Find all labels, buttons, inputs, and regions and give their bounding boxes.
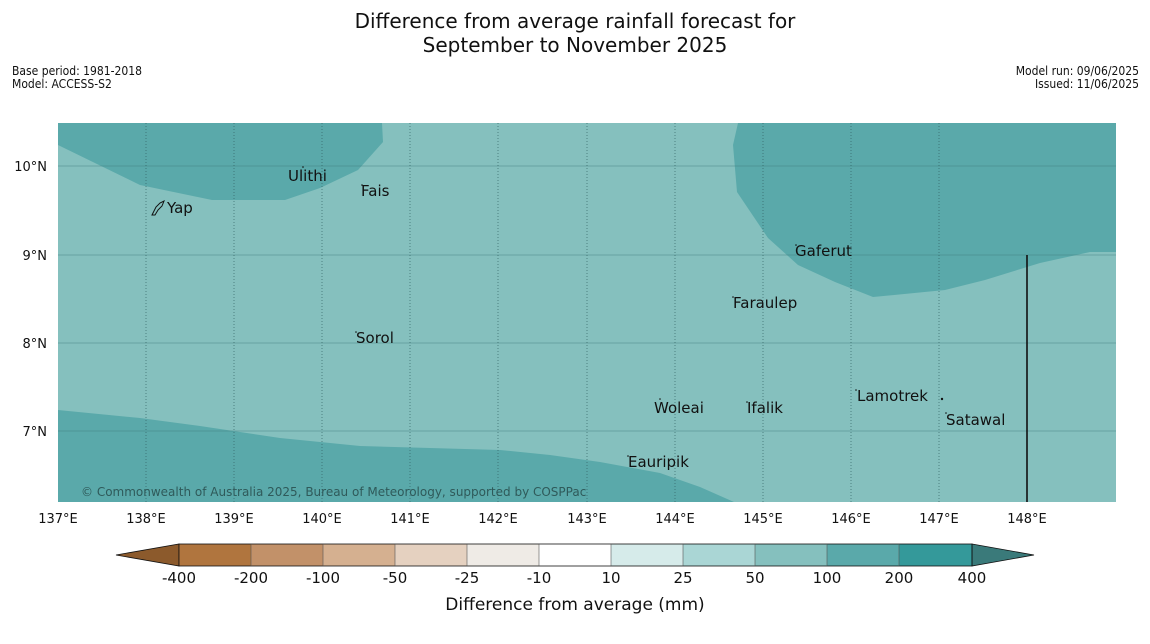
lon-gridlines [145, 123, 940, 502]
issued-date: Issued: 11/06/2025 [1034, 77, 1139, 91]
base-period: Base period: 1981-2018 [12, 64, 143, 78]
place-eauripik: Eauripik [628, 453, 689, 471]
colorbar-swatch-8 [683, 544, 755, 566]
lon-label-142e: 142°E [478, 512, 518, 527]
copyright-notice: © Commonwealth of Australia 2025, Bureau… [81, 485, 586, 499]
title-line-1: Difference from average rainfall forecas… [354, 9, 796, 33]
lat-label-8n: 8°N [23, 337, 48, 352]
colorbar-swatch-10 [827, 544, 899, 566]
place-lamotrek: Lamotrek [857, 387, 928, 405]
lon-label-140e: 140°E [302, 512, 342, 527]
lat-label-9n: 9°N [23, 249, 48, 264]
place-fais: Fais [361, 182, 390, 200]
colorbar-label: 400 [958, 569, 987, 587]
model-run: Model run: 09/06/2025 [1015, 64, 1139, 78]
region-100-200mm-northwest [58, 123, 383, 200]
yap-island-shape [151, 199, 165, 216]
colorbar-label: -100 [306, 569, 340, 587]
lon-label-143e: 143°E [567, 512, 607, 527]
place-sorol: Sorol [356, 329, 394, 347]
colorbar-title: Difference from average (mm) [445, 595, 704, 615]
model-name: Model: ACCESS-S2 [12, 77, 112, 91]
lon-label-141e: 141°E [390, 512, 430, 527]
colorbar-label: 200 [885, 569, 914, 587]
title-line-2: September to November 2025 [422, 33, 728, 57]
colorbar-label: 50 [745, 569, 764, 587]
colorbar-label: -10 [527, 569, 552, 587]
lon-label-139e: 139°E [214, 512, 254, 527]
colorbar-swatch-5 [467, 544, 539, 566]
colorbar-labels: -400 -200 -100 -50 -25 -10 10 25 50 100 … [162, 569, 986, 587]
meta-left: Base period: 1981-2018 Model: ACCESS-S2 [12, 65, 142, 91]
place-yap: Yap [166, 199, 193, 217]
region-100-200mm-northeast [733, 123, 1116, 297]
colorbar-separators [250, 544, 900, 566]
region-100-200mm-southwest [58, 410, 734, 502]
colorbar-label: -50 [383, 569, 408, 587]
lon-label-137e: 137°E [38, 512, 78, 527]
place-woleai: Woleai [654, 399, 704, 417]
colorbar [115, 543, 1035, 567]
lon-label-146e: 146°E [831, 512, 871, 527]
colorbar-swatch-7 [611, 544, 683, 566]
place-gaferut: Gaferut [795, 242, 852, 260]
lon-label-147e: 147°E [919, 512, 959, 527]
colorbar-extend-low [115, 543, 180, 567]
lat-label-7n: 7°N [23, 425, 48, 440]
colorbar-label: 10 [601, 569, 620, 587]
colorbar-extend-high [971, 543, 1035, 567]
island-markers [302, 166, 947, 457]
lat-labels: 10°N 9°N 8°N 7°N [14, 160, 47, 440]
lat-label-10n: 10°N [14, 160, 47, 175]
colorbar-swatch-2 [251, 544, 323, 566]
meta-right: Model run: 09/06/2025 Issued: 11/06/2025 [1016, 65, 1139, 91]
colorbar-swatch-11 [899, 544, 972, 566]
colorbar-swatch-6 [539, 544, 611, 566]
lon-labels: 137°E 138°E 139°E 140°E 141°E 142°E 143°… [38, 512, 1047, 527]
lon-label-145e: 145°E [743, 512, 783, 527]
place-faraulep: Faraulep [733, 294, 797, 312]
map-panel: Ulithi Fais Yap Gaferut Faraulep Sorol L… [58, 123, 1116, 502]
place-ulithi: Ulithi [288, 167, 327, 185]
colorbar-label: 25 [673, 569, 692, 587]
place-satawal: Satawal [946, 411, 1005, 429]
place-ifalik: Ifalik [747, 399, 783, 417]
colorbar-swatch-1 [179, 544, 251, 566]
lon-label-138e: 138°E [126, 512, 166, 527]
lon-label-144e: 144°E [655, 512, 695, 527]
lon-label-148e: 148°E [1007, 512, 1047, 527]
colorbar-swatch-9 [755, 544, 827, 566]
colorbar-label: -400 [162, 569, 196, 587]
colorbar-swatch-3 [323, 544, 395, 566]
colorbar-label: -200 [234, 569, 268, 587]
colorbar-outline [178, 543, 973, 567]
colorbar-swatch-4 [395, 544, 467, 566]
colorbar-label: 100 [813, 569, 842, 587]
chart-title: Difference from average rainfall forecas… [0, 9, 1150, 57]
colorbar-label: -25 [455, 569, 480, 587]
